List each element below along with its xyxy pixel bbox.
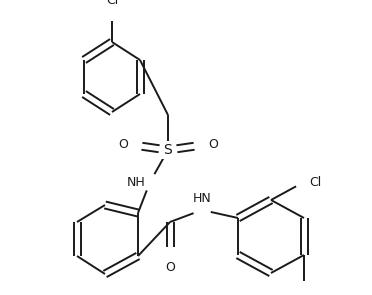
Text: O: O — [165, 261, 175, 274]
Text: O: O — [118, 138, 128, 152]
Text: NH: NH — [126, 176, 145, 189]
Text: Cl: Cl — [309, 176, 321, 189]
Text: S: S — [164, 143, 172, 157]
Text: Cl: Cl — [106, 0, 118, 7]
Text: HN: HN — [193, 192, 211, 205]
Text: O: O — [208, 138, 218, 152]
